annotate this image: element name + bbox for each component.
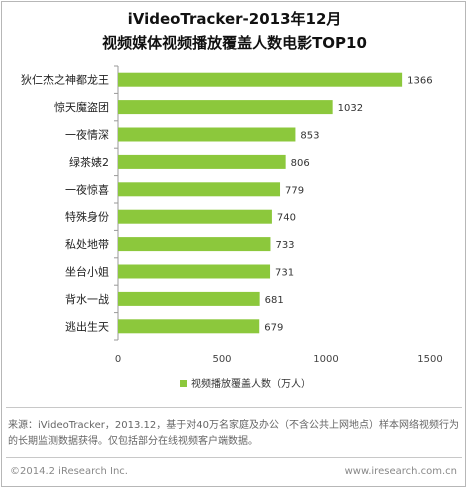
bar [118,72,403,87]
category-label: 私处地带 [65,238,109,251]
value-label: 806 [291,158,310,169]
category-label: 逃出生天 [65,319,109,333]
value-label: 679 [264,322,283,333]
bar [118,100,333,115]
value-label: 731 [275,268,294,279]
value-label: 779 [285,185,304,196]
legend-swatch [180,380,187,387]
bar [118,291,260,306]
value-label: 740 [277,213,296,224]
x-tick-label: 1000 [313,354,338,365]
bar [118,182,281,197]
x-tick-label: 0 [115,354,121,365]
chart-subtitle: 视频媒体视频播放覆盖人数电影TOP10 [102,34,367,52]
footer-divider [6,457,462,458]
category-label: 惊天魔盗团 [54,100,109,114]
value-label: 853 [300,131,319,142]
bar [118,319,260,334]
chart-title: iVideoTracker-2013年12月 [127,10,342,28]
category-label: 坐台小姐 [65,265,109,279]
website-text: www.iresearch.com.cn [344,466,457,477]
value-label: 733 [275,240,294,251]
value-label: 681 [265,295,284,306]
category-label: 狄仁杰之神都龙王 [21,73,109,87]
source-divider [6,407,462,408]
value-label: 1032 [338,103,363,114]
bar [118,127,296,142]
category-label: 背水一战 [65,292,109,306]
bar [118,237,271,252]
bar [118,154,286,169]
legend-label: 视频播放覆盖人数（万人） [191,377,311,390]
source-note: 来源：iVideoTracker，2013.12，基于对40万名家庭及办公（不含… [8,420,459,447]
category-label: 特殊身份 [65,210,109,224]
bar [118,209,272,224]
category-label: 一夜惊喜 [65,182,109,196]
bar [118,264,271,279]
x-tick-label: 500 [212,354,231,365]
x-tick-label: 1500 [417,354,442,365]
category-label: 绿茶婊2 [69,155,109,169]
copyright-text: ©2014.2 iResearch Inc. [10,466,128,477]
value-label: 1366 [407,76,432,87]
category-label: 一夜情深 [65,128,109,142]
